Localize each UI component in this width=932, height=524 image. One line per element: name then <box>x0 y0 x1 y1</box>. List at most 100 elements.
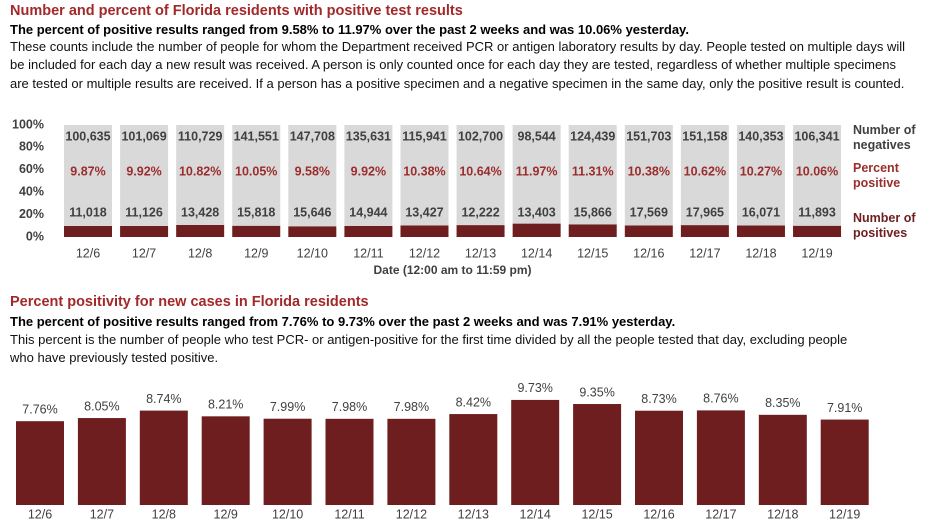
x-tick-label: 12/19 <box>829 507 860 521</box>
bar <box>387 418 436 505</box>
y-tick-label: 100% <box>12 117 44 131</box>
x-tick-label: 12/17 <box>689 246 720 260</box>
x-tick-label: 12/7 <box>90 507 114 521</box>
bar-segment <box>512 125 561 224</box>
x-tick-label: 12/13 <box>458 507 489 521</box>
bar-segment <box>568 125 617 225</box>
legend-label: Percent positive <box>853 161 901 190</box>
bar <box>449 414 498 505</box>
value-label: 101,069 <box>121 129 166 143</box>
x-tick-label: 12/16 <box>633 246 664 260</box>
value-label: 13,403 <box>518 205 556 219</box>
value-label: 100,635 <box>65 129 110 143</box>
value-label: 9.87% <box>70 164 105 178</box>
value-label: 151,703 <box>626 129 671 143</box>
x-tick-label: 12/18 <box>745 246 776 260</box>
bar-segment <box>680 225 729 237</box>
value-label: 10.38% <box>628 164 670 178</box>
chart-subtitle: The percent of positive results ranged f… <box>10 22 689 37</box>
value-label: 15,866 <box>574 205 612 219</box>
legend-label: Number of positives <box>853 211 916 240</box>
value-label: 10.38% <box>403 164 445 178</box>
value-label: 9.92% <box>126 164 161 178</box>
x-tick-label: 12/13 <box>465 246 496 260</box>
x-tick-label: 12/9 <box>214 507 238 521</box>
y-tick-label: 40% <box>19 184 44 198</box>
chart-subtitle: The percent of positive results ranged f… <box>10 314 676 329</box>
bar-segment <box>456 125 505 226</box>
legend-label: Number of negatives <box>853 123 916 152</box>
value-label: 17,569 <box>630 205 668 219</box>
x-tick-label: 12/18 <box>767 507 798 521</box>
value-label: 7.76% <box>22 402 57 416</box>
x-tick-label: 12/14 <box>521 246 552 260</box>
bar <box>820 419 869 505</box>
value-label: 140,353 <box>738 129 783 143</box>
chart-title: Number and percent of Florida residents … <box>10 3 463 19</box>
value-label: 10.82% <box>179 164 221 178</box>
y-tick-label: 60% <box>19 162 44 176</box>
value-label: 124,439 <box>570 129 615 143</box>
bar-segment <box>793 225 842 237</box>
bar <box>201 416 250 505</box>
bar-segment <box>288 125 337 227</box>
x-tick-label: 12/12 <box>396 507 427 521</box>
bar-segment <box>568 224 617 237</box>
x-tick-label: 12/8 <box>188 246 212 260</box>
x-tick-label: 12/11 <box>334 507 364 521</box>
value-label: 9.92% <box>351 164 386 178</box>
value-label: 11,893 <box>798 205 836 219</box>
bar-segment <box>176 224 225 237</box>
value-label: 9.35% <box>579 385 614 399</box>
value-label: 10.27% <box>740 164 782 178</box>
y-tick-label: 0% <box>26 229 44 243</box>
x-tick-label: 12/6 <box>28 507 52 521</box>
value-label: 14,944 <box>349 205 387 219</box>
x-tick-label: 12/10 <box>297 246 328 260</box>
value-label: 10.62% <box>684 164 726 178</box>
bar-segment <box>64 125 112 226</box>
value-label: 7.91% <box>827 401 862 415</box>
x-tick-label: 12/11 <box>353 246 383 260</box>
value-label: 141,551 <box>234 129 279 143</box>
bar-segment <box>400 225 449 237</box>
x-tick-label: 12/7 <box>132 246 156 260</box>
bar <box>77 418 126 505</box>
value-label: 7.98% <box>332 400 367 414</box>
value-label: 11,018 <box>69 205 107 219</box>
x-tick-label: 12/19 <box>801 246 832 260</box>
value-label: 13,428 <box>181 205 219 219</box>
bar <box>325 418 374 505</box>
bar-segment <box>64 225 112 237</box>
x-axis-label: Date (12:00 am to 11:59 pm) <box>373 263 531 277</box>
x-tick-label: 12/9 <box>244 246 268 260</box>
value-label: 106,341 <box>794 129 839 143</box>
bar-segment <box>624 125 673 226</box>
value-label: 8.35% <box>765 396 800 410</box>
value-label: 151,158 <box>682 129 727 143</box>
value-label: 147,708 <box>290 129 335 143</box>
bar-segment <box>232 225 281 237</box>
y-tick-label: 20% <box>19 207 44 221</box>
value-label: 9.58% <box>295 164 330 178</box>
chart-title: Percent positivity for new cases in Flor… <box>10 294 369 310</box>
value-label: 98,544 <box>518 129 556 143</box>
bar-segment <box>680 125 729 226</box>
bar-segment <box>624 225 673 237</box>
bar <box>139 410 188 505</box>
value-label: 135,631 <box>346 129 391 143</box>
value-label: 15,818 <box>237 205 275 219</box>
bar-segment <box>456 225 505 237</box>
bar-segment <box>736 225 785 237</box>
bar-segment <box>736 125 785 226</box>
chart-note: This percent is the number of people who… <box>10 332 848 366</box>
bar-segment <box>288 226 337 237</box>
bar-segment <box>400 125 449 226</box>
bar <box>263 418 312 505</box>
x-tick-label: 12/8 <box>152 507 176 521</box>
value-label: 10.64% <box>459 164 501 178</box>
x-tick-label: 12/14 <box>520 507 551 521</box>
value-label: 16,071 <box>742 205 780 219</box>
